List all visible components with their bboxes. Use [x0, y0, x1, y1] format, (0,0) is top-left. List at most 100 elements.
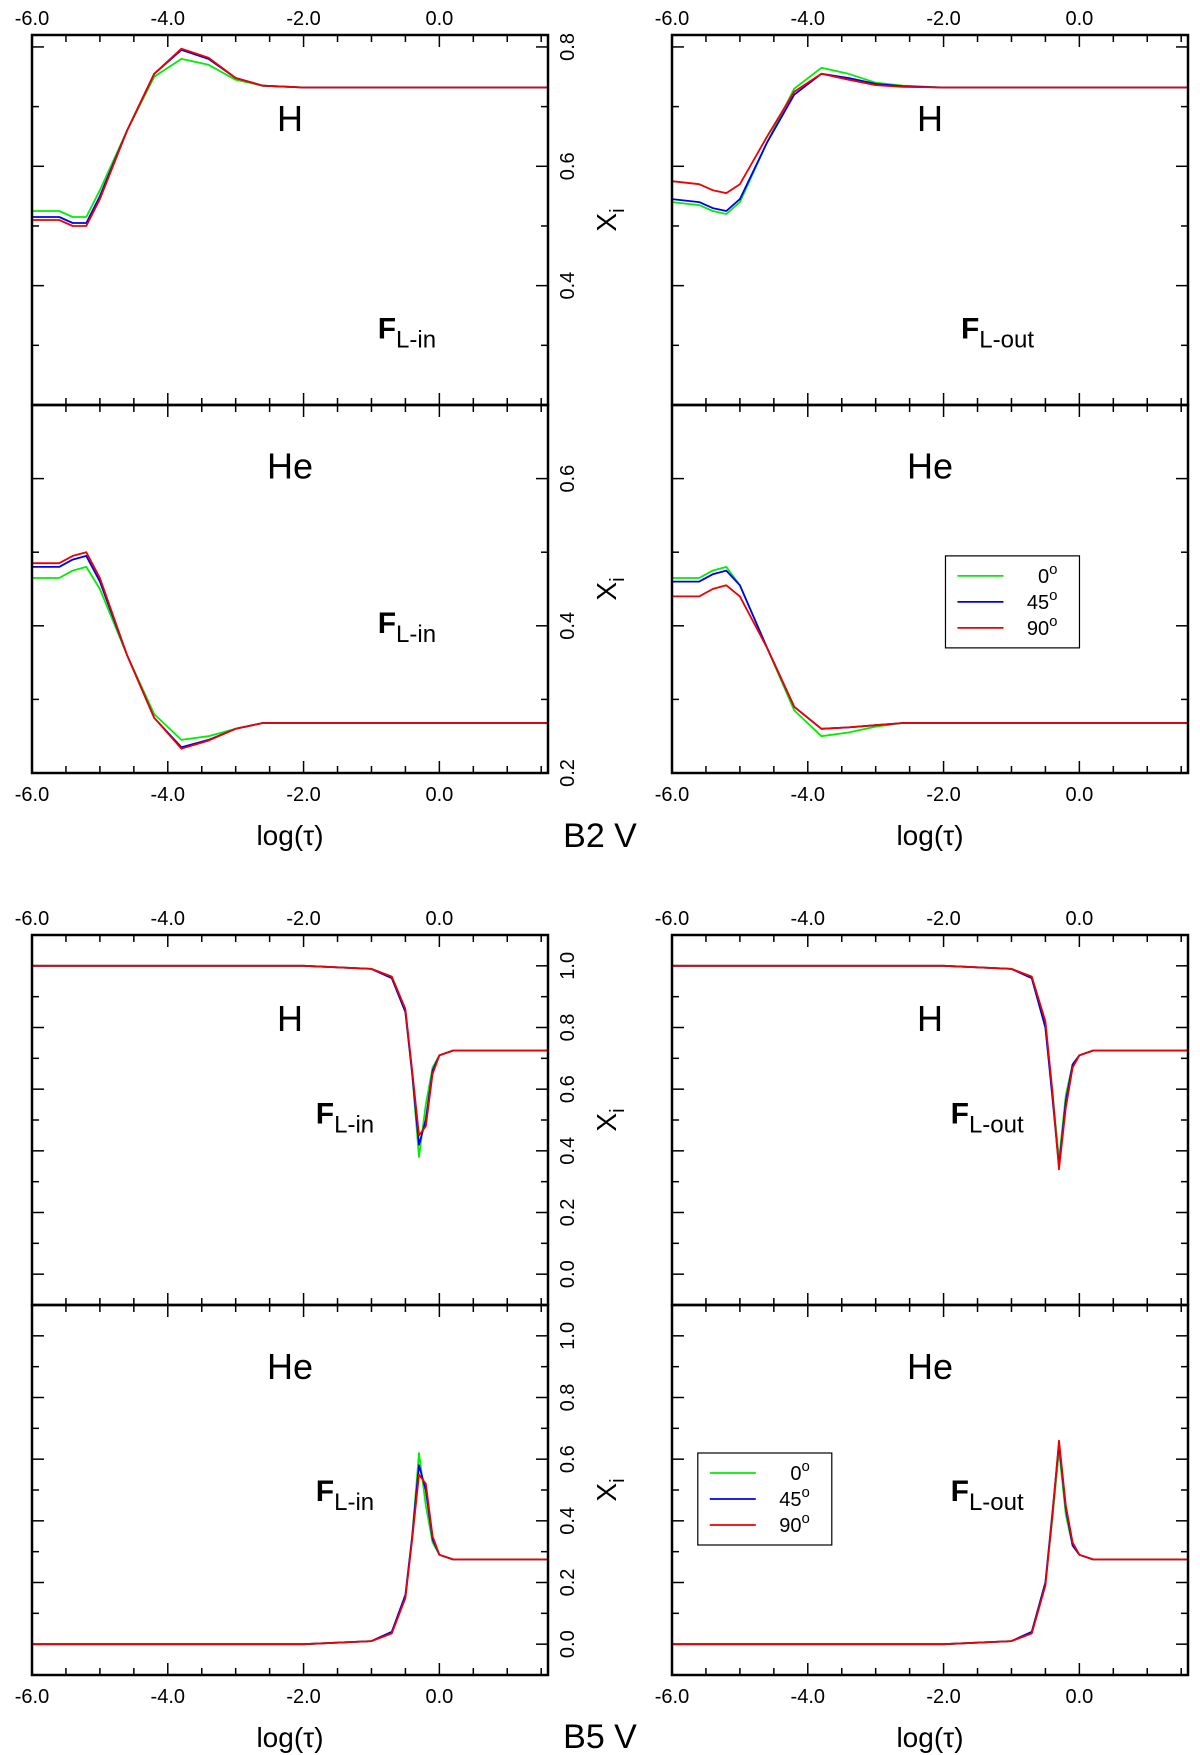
y-tick-label: 0.4: [1197, 612, 1200, 640]
x-tick-label-bottom: -4.0: [791, 784, 825, 806]
x-tick-label-bottom: -6.0: [655, 784, 689, 806]
species-label: H: [277, 998, 303, 1039]
panel-h-l-in: 0.0 0.2 0.4 0.6 0.8 1.0 Xi H FL-in -6.0 -4.0 -2.0 0.…: [15, 908, 629, 1307]
series-line-45: [672, 72, 1188, 212]
x-tick-label-bottom: 0.0: [425, 1686, 453, 1708]
series-group: [672, 1439, 1188, 1646]
x-tick-label-bottom: -2.0: [926, 784, 960, 806]
flux-label: FL-in: [316, 1098, 374, 1139]
y-tick-label: 0.2: [1197, 1569, 1200, 1597]
y-tick-label: 0.6: [557, 1445, 579, 1473]
x-axis-title: log(τ): [896, 820, 963, 851]
y-tick-label: 0.6: [1197, 465, 1200, 493]
y-axis-title: Xi: [591, 1478, 629, 1501]
y-tick-label: 1.0: [1197, 952, 1200, 980]
x-tick-label-bottom: -4.0: [791, 1686, 825, 1708]
series-line-45: [32, 555, 548, 749]
y-tick-label: 0.2: [1197, 1199, 1200, 1227]
x-tick-label-top: -4.0: [791, 908, 825, 930]
series-line-90: [32, 1473, 548, 1646]
y-tick-label: 0.2: [557, 1199, 579, 1227]
y-tick-label: 0.6: [1197, 1075, 1200, 1103]
y-tick-label: 0.4: [557, 272, 579, 300]
x-tick-label-top: -2.0: [926, 908, 960, 930]
x-tick-label-top: 0.0: [1065, 8, 1093, 30]
y-tick-label: 1.0: [557, 1322, 579, 1350]
y-tick-label: 0.4: [1197, 1507, 1200, 1535]
x-tick-label-bottom: -2.0: [286, 784, 320, 806]
x-tick-label-bottom: -2.0: [926, 1686, 960, 1708]
x-tick-label-top: -6.0: [655, 908, 689, 930]
flux-label: FL-in: [378, 312, 436, 353]
panel-h-l-out: 0.0 0.2 0.4 0.6 0.8 1.0 H FL-out -6.0 -4.0 -2.0 0.0: [655, 908, 1200, 1307]
y-tick-label: 0.4: [1197, 272, 1200, 300]
x-tick-label-bottom: -2.0: [286, 1686, 320, 1708]
x-tick-label-bottom: 0.0: [425, 784, 453, 806]
species-label: He: [267, 1346, 313, 1387]
series-line-90: [32, 47, 548, 227]
y-tick-label: 0.6: [557, 152, 579, 180]
y-tick-label: 0.6: [557, 1075, 579, 1103]
panel-he-l-out: 0.20.40.6HeFL-out-6.0-4.0-2.00.0log(τ)0o…: [655, 403, 1200, 851]
species-label: H: [917, 98, 943, 139]
y-tick-label: 0.2: [1197, 759, 1200, 787]
series-line-90: [672, 72, 1188, 195]
series-group: [32, 1452, 548, 1646]
series-line-0: [672, 566, 1188, 738]
plot-frame: [30, 33, 550, 407]
y-tick-label: 0.6: [1197, 152, 1200, 180]
panel-h-l-in: 0.4 0.6 0.8 Xi H FL-in -6.0 -4.0 -2.0 0.0: [15, 8, 629, 407]
y-axis-title: Xi: [591, 208, 629, 231]
y-tick-label: 0.0: [557, 1630, 579, 1658]
y-tick-label: 1.0: [1197, 1322, 1200, 1350]
series-line-45: [672, 964, 1188, 1168]
plot-frame: [670, 33, 1190, 407]
x-axis-title: log(τ): [896, 1722, 963, 1753]
y-tick-label: 0.8: [557, 33, 579, 61]
x-tick-label-top: -6.0: [655, 8, 689, 30]
species-label: H: [917, 998, 943, 1039]
y-tick-label: 0.2: [557, 759, 579, 787]
series-group: [672, 566, 1188, 738]
series-line-90: [672, 964, 1188, 1171]
flux-label: FL-in: [378, 607, 436, 648]
plot-frame: [30, 403, 550, 775]
x-tick-label-bottom: -6.0: [655, 1686, 689, 1708]
series-line-45: [32, 964, 548, 1146]
series-line-90: [672, 1439, 1188, 1646]
y-tick-label: 0.6: [557, 465, 579, 493]
group-b5-v: 0.0 0.2 0.4 0.6 0.8 1.0 Xi H FL-in -6.0 -4.0 -2.0 0.…: [15, 908, 1200, 1755]
x-tick-label-top: 0.0: [1065, 908, 1093, 930]
x-tick-label-top: -2.0: [286, 908, 320, 930]
x-tick-label-top: -6.0: [15, 8, 49, 30]
series-group: [672, 964, 1188, 1171]
species-label: H: [277, 98, 303, 139]
y-tick-label: 0.8: [557, 1384, 579, 1412]
y-tick-label: 0.6: [1197, 1445, 1200, 1473]
series-group: [672, 66, 1188, 215]
series-line-0: [32, 566, 548, 741]
y-tick-label: 0.8: [557, 1014, 579, 1042]
species-label: He: [267, 446, 313, 487]
x-tick-label-top: -2.0: [926, 8, 960, 30]
x-tick-label-top: -4.0: [791, 8, 825, 30]
x-tick-label-top: -2.0: [286, 8, 320, 30]
species-label: He: [907, 1346, 953, 1387]
panel-he-l-out: 0.0 0.2 0.4 0.6 0.8 1.0 He FL-out -6.0 -4.0 -2.0 0.…: [655, 1303, 1200, 1753]
plot-frame: [670, 403, 1190, 775]
y-tick-label: 1.0: [557, 952, 579, 980]
series-line-90: [672, 584, 1188, 730]
series-line-0: [32, 964, 548, 1158]
flux-label: FL-out: [951, 1475, 1024, 1516]
x-tick-label-top: -6.0: [15, 908, 49, 930]
x-tick-label-bottom: 0.0: [1065, 784, 1093, 806]
series-line-90: [32, 551, 548, 750]
group-b2-v: 0.4 0.6 0.8 Xi H FL-in -6.0 -4.0 -2.0 0.0 0.4 0.6 0.…: [15, 8, 1200, 855]
plot-frame: [30, 933, 550, 1307]
series-line-45: [672, 569, 1188, 730]
x-tick-label-top: -4.0: [151, 908, 185, 930]
y-tick-label: 0.4: [557, 1137, 579, 1165]
y-tick-label: 0.8: [1197, 1014, 1200, 1042]
